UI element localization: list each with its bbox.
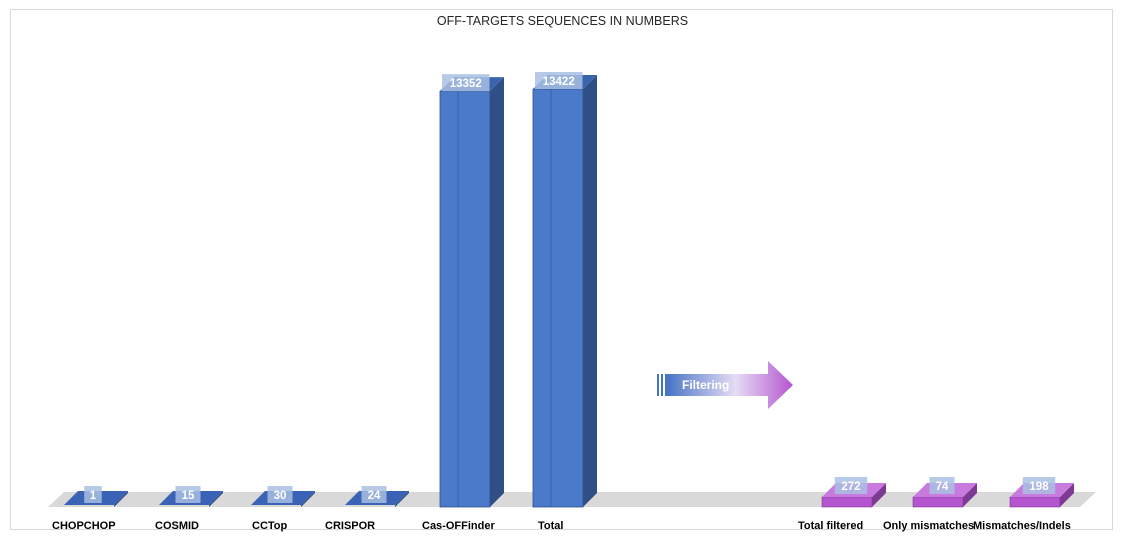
value-label-box [84,486,102,503]
bar-side [395,491,409,507]
arrow-stripe [661,374,663,396]
category-label: Mismatches/Indels [973,520,1071,532]
bars-group [64,75,1074,508]
value-label: 30 [274,490,287,502]
value-label-box [442,74,490,92]
bar-side [490,77,504,508]
labels-group: 1 CHOPCHOP 15 COSMID 30 CCTop 24 CRISPOR 13352 Ca… [52,72,1071,532]
value-label: 74 [936,481,949,493]
category-label: CHOPCHOP [52,520,116,532]
bar-side [872,483,886,507]
bar-6 [532,75,597,508]
value-label-box [1022,477,1056,494]
bar-front [821,496,873,508]
category-label: CRISPOR [325,520,375,532]
bar-front [532,88,584,508]
arrow-stripe [657,374,659,396]
bar-side [583,75,597,507]
value-label: 13352 [450,78,482,90]
bar-front [912,496,964,508]
value-label: 1 [90,490,97,502]
bar-side [963,483,977,507]
value-label-box [535,72,583,89]
value-label-box [175,486,201,503]
value-label-box [361,486,387,503]
value-label-box [929,477,955,494]
filtering-arrow: Filtering [657,361,793,409]
bar-front [439,90,491,508]
category-label: COSMID [155,520,199,532]
value-label: 13422 [543,76,575,88]
arrow-body [665,361,793,409]
bar-side [301,491,315,507]
value-label: 198 [1029,481,1049,493]
chart-title: OFF-TARGETS SEQUENCES IN NUMBERS [436,14,689,28]
bar-5 [439,77,504,508]
bar-side [114,491,128,507]
arrow-label: Filtering [682,378,729,392]
bar-side [209,491,223,507]
value-label-box [267,486,293,503]
category-label: Cas-OFFinder [422,520,495,532]
value-label-box [834,477,868,494]
value-label: 24 [368,490,381,502]
category-label: Total filtered [798,520,863,532]
value-label: 15 [182,490,195,502]
value-label: 272 [841,481,860,493]
bar-side [1060,483,1074,507]
bar-front [1009,496,1061,508]
category-label: Total [538,520,563,532]
category-label: CCTop [252,520,288,532]
category-label: Only mismatches [883,520,974,532]
